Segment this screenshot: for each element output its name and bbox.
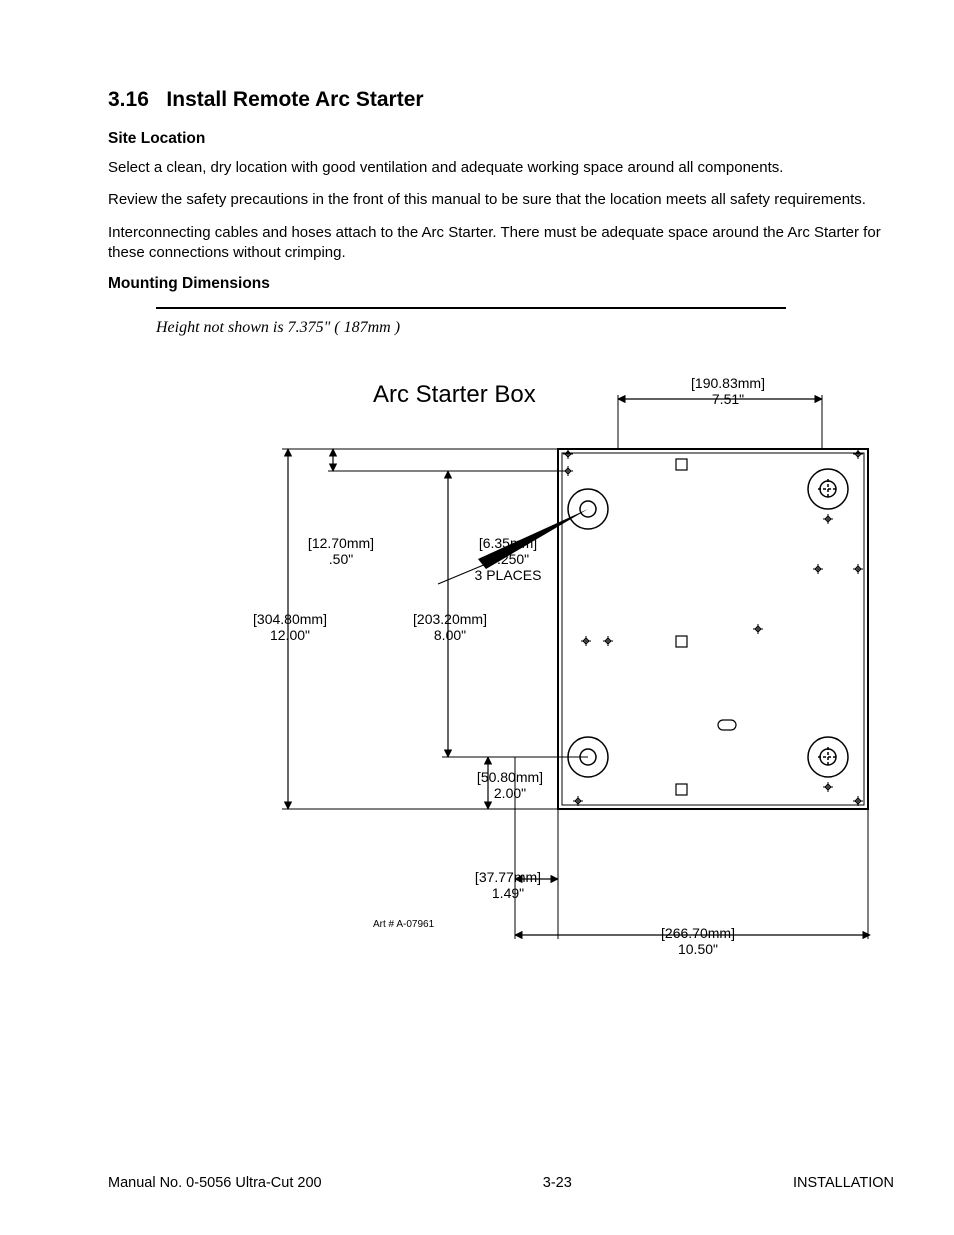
note-text: Height not shown is 7.375" ( 187mm ) [156, 319, 894, 337]
section-heading: 3.16 Install Remote Arc Starter [108, 88, 894, 112]
section-title-text: Install Remote Arc Starter [166, 88, 423, 111]
footer-center: 3-23 [543, 1175, 572, 1191]
dim-top-width: 190.83mm 7.51" [668, 375, 788, 407]
footer-left: Manual No. 0-5056 Ultra-Cut 200 [108, 1175, 322, 1191]
dim-inner-height: 203.20mm 8.00" [400, 611, 500, 643]
dim-hole: 6.35mm D.250" 3 PLACES [458, 535, 558, 583]
paragraph: Select a clean, dry location with good v… [108, 158, 894, 178]
horizontal-rule [156, 307, 786, 309]
paragraph: Interconnecting cables and hoses attach … [108, 223, 894, 264]
art-number: Art # A-07961 [373, 919, 434, 930]
dim-full-width: 266.70mm 10.50" [638, 925, 758, 957]
mounting-dimensions-figure: Arc Starter Box [178, 379, 898, 1019]
dim-full-height: 304.80mm 12.00" [240, 611, 340, 643]
dimension-drawing-svg [178, 379, 898, 1019]
subhead-site-location: Site Location [108, 130, 894, 148]
footer-right: INSTALLATION [793, 1175, 894, 1191]
dim-bottom-gap: 50.80mm 2.00" [460, 769, 560, 801]
page-footer: Manual No. 0-5056 Ultra-Cut 200 3-23 INS… [108, 1175, 894, 1191]
section-number: 3.16 [108, 88, 149, 111]
subhead-mounting: Mounting Dimensions [108, 275, 894, 293]
dim-top-gap: 12.70mm .50" [296, 535, 386, 567]
paragraph: Review the safety precautions in the fro… [108, 190, 894, 210]
dim-offset-x: 37.77mm 1.49" [458, 869, 558, 901]
